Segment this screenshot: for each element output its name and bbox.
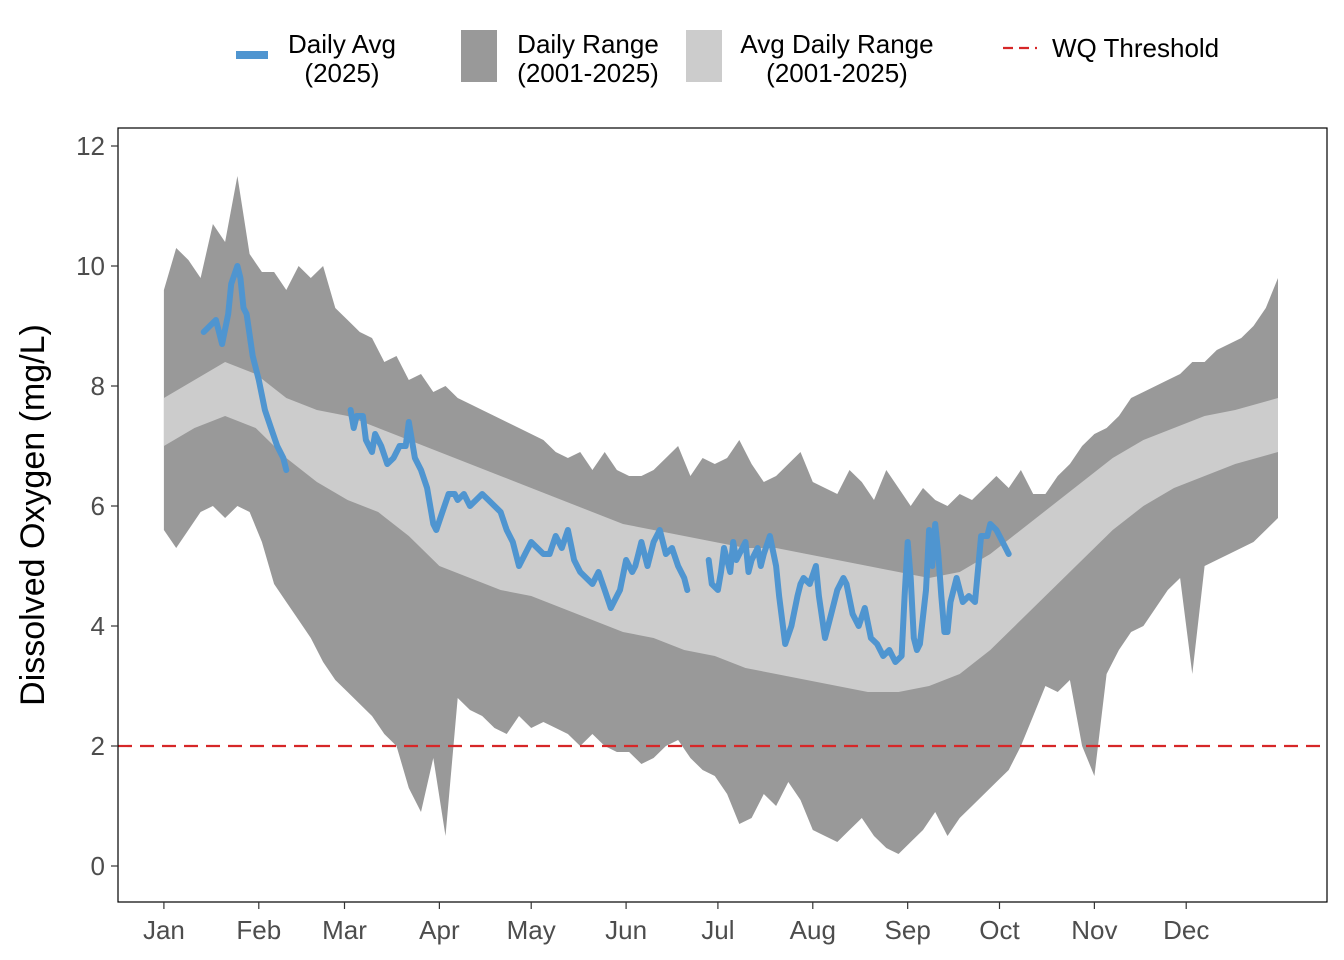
y-tick-label: 8 [91,371,105,401]
legend-key-daily-avg [236,51,268,59]
legend-label-line1: Avg Daily Range [740,29,933,59]
x-tick-label: Oct [979,915,1020,945]
y-tick-label: 12 [76,131,105,161]
x-tick-label: Sep [885,915,931,945]
x-tick-label: Jul [701,915,734,945]
legend-label-line2: (2001-2025) [766,58,908,88]
y-axis: 0 2 4 6 8 10 12 [76,131,118,881]
y-tick-label: 4 [91,611,105,641]
x-tick-label: May [507,915,556,945]
legend: Daily Avg(2025)Daily Range(2001-2025)Avg… [236,29,1219,88]
x-tick-label: Feb [236,915,281,945]
y-axis-title: Dissolved Oxygen (mg/L) [14,324,52,706]
daily-avg-line-segment-3 [705,521,1012,665]
x-tick-label: Dec [1163,915,1209,945]
plot-panel-border [117,127,1328,903]
legend-label-line2: (2001-2025) [517,58,659,88]
legend-label-line1: WQ Threshold [1052,33,1219,63]
y-tick-label: 6 [91,491,105,521]
x-tick-label: Jun [605,915,647,945]
legend-label-line1: Daily Range [517,29,659,59]
y-tick-label: 0 [91,851,105,881]
legend-label-line1: Daily Avg [288,29,396,59]
range-bands [163,176,1278,854]
daily-avg-line-segment-1 [200,263,290,473]
daily-avg-series [200,263,1012,665]
y-tick-label: 2 [91,731,105,761]
avg-daily-range-band [163,362,1278,692]
x-tick-label: Nov [1071,915,1117,945]
legend-key-daily-range [461,30,497,82]
legend-label-line2: (2025) [304,58,379,88]
y-tick-label: 10 [76,251,105,281]
legend-key-avg-daily-range [686,30,722,82]
daily-range-band [163,176,1278,854]
x-axis: Jan Feb Mar Apr May Jun Jul Aug Sep Oct Nov Dec [143,902,1209,945]
x-tick-label: Apr [419,915,460,945]
x-tick-label: Jan [143,915,185,945]
daily-avg-line-segment-2 [347,407,691,611]
x-tick-label: Mar [322,915,367,945]
x-tick-label: Aug [790,915,836,945]
